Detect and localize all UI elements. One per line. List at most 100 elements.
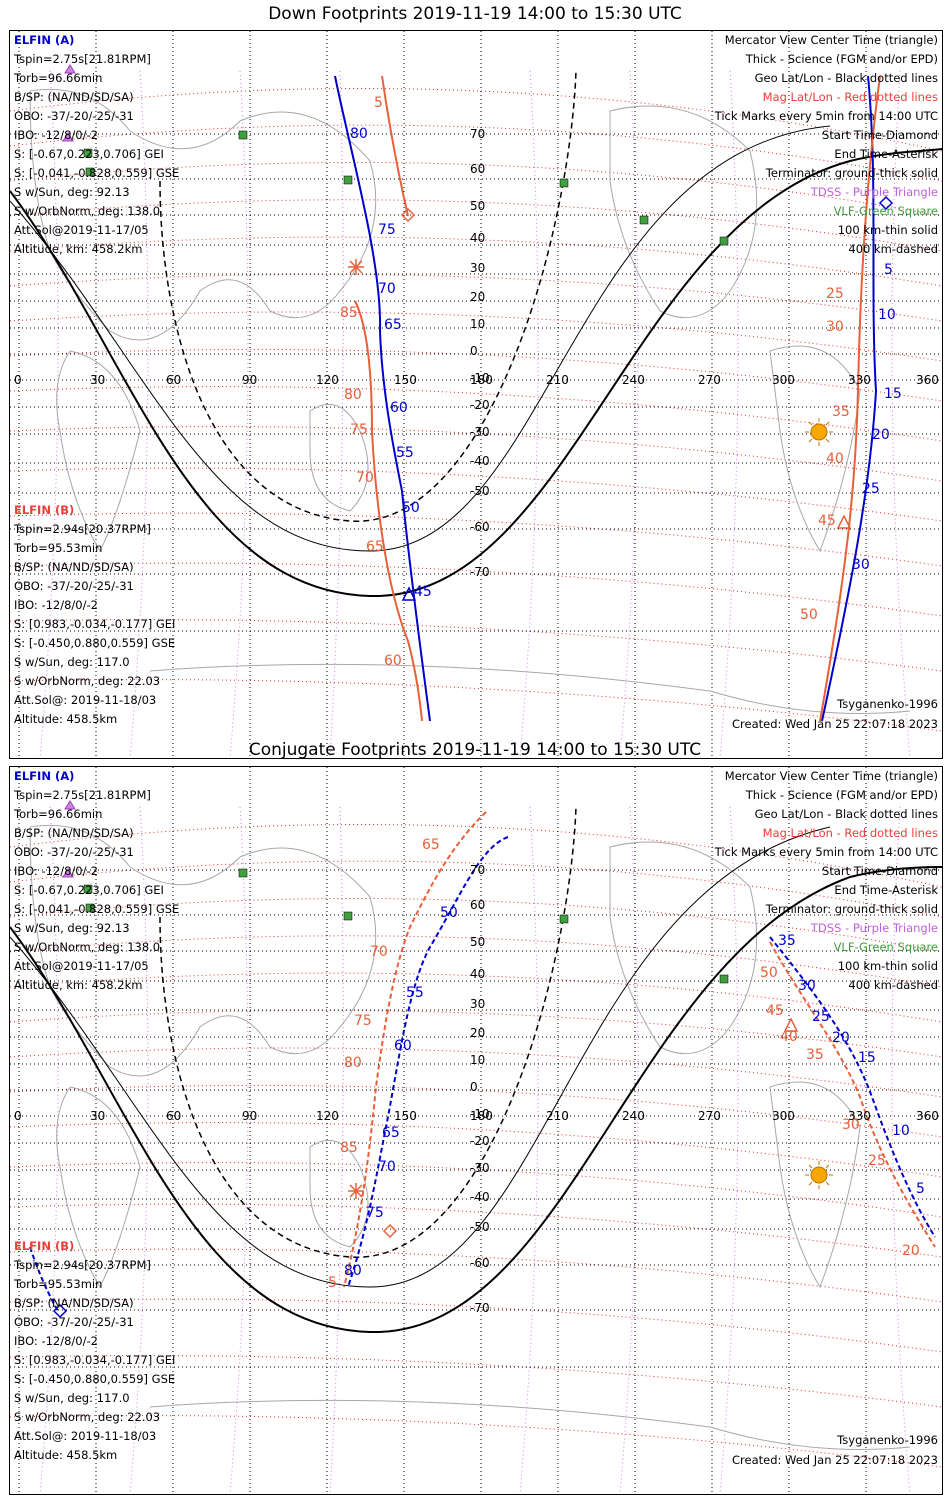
elfin-a-tick-label: 35	[778, 933, 796, 949]
map-svg: 0 30 60 90 120 150 180 210 240 270 300 330 360 70605…	[10, 31, 942, 758]
lat-tick-label: 40	[470, 967, 485, 981]
lat-tick-label: 20	[470, 290, 485, 304]
lon-tick-label: 150	[394, 373, 417, 387]
lat-tick-label: 70	[470, 863, 485, 877]
lat-tick-label: -70	[470, 565, 490, 579]
vlf-square	[343, 175, 353, 185]
elfin-b-tick-label: 60	[384, 653, 402, 669]
elfin-b-track	[354, 75, 423, 722]
lat-tick-label: -70	[470, 1301, 490, 1315]
lat-tick-label: -20	[470, 1134, 490, 1148]
elfin-b-tick-label: 35	[832, 404, 850, 420]
elfin-a-tick-label: 30	[852, 557, 870, 573]
info-line: S: [-0.67,0.223,0.706] GEI	[14, 883, 164, 897]
info-line: S w/OrbNorm, deg: 138.0	[14, 940, 161, 954]
lat-tick-label: -50	[470, 1220, 490, 1234]
lat-tick-label: 30	[470, 997, 485, 1011]
vlf-square	[238, 130, 248, 140]
terminator-ground	[10, 866, 942, 1334]
legend-line: Terminator: ground-thick solid	[765, 902, 938, 916]
terminator-400km	[159, 70, 577, 522]
legend-line: 100 km-thin solid	[837, 223, 938, 237]
model-label: Tsyganenko-1996	[837, 1433, 938, 1447]
vlf-square	[85, 167, 95, 177]
legend-line: Terminator: ground-thick solid	[765, 166, 938, 180]
info-line: Altitude: 458.5km	[14, 712, 118, 726]
legend-line: Tick Marks every 5min from 14:00 UTC	[714, 109, 938, 123]
legend-line: Mag Lat/Lon - Red dotted lines	[762, 90, 938, 104]
elfin-b-tick-label: 30	[826, 319, 844, 335]
elfin-a-tick-label: 55	[396, 445, 414, 461]
elfin-b-start-diamond	[382, 1223, 398, 1239]
info-line: Att.Sol@: 2019-11-18/03	[14, 693, 157, 707]
legend-line: Geo Lat/Lon - Black dotted lines	[754, 807, 938, 821]
elfin-b-tick-label: 80	[344, 387, 362, 403]
terminator-100km	[10, 826, 831, 1288]
lon-tick-label: 180	[470, 1109, 493, 1123]
info-line: Torb=95.53min	[14, 541, 103, 555]
elfin-a-tick-label: 20	[872, 427, 890, 443]
lat-tick-label: 20	[470, 1026, 485, 1040]
lon-tick-label: 270	[698, 373, 721, 387]
elfin-a-tick-label: 80	[344, 1263, 362, 1279]
lat-tick-label: -30	[470, 425, 490, 439]
lon-tick-label: 240	[622, 1109, 645, 1123]
panel-title-down: Down Footprints 2019-11-19 14:00 to 15:3…	[268, 4, 682, 24]
vlf-square	[719, 974, 729, 984]
legend-line: 400 km-dashed	[848, 978, 938, 992]
lon-tick-label: 330	[848, 373, 871, 387]
info-line: Tspin=2.94s[20.37RPM]	[14, 522, 151, 536]
vlf-square	[238, 868, 248, 878]
conjugate-footprints-map: 0 30 60 90 120 150 180 210 240 270 300 330 360 70 60 5…	[9, 766, 943, 1495]
lat-tick-label: 30	[470, 261, 485, 275]
elfin-a-tick-label: 50	[440, 905, 458, 921]
elfin-a-track-left	[29, 1246, 59, 1312]
elfin-a-tick-label: 45	[414, 584, 432, 600]
info-line: Tspin=2.94s[20.37RPM]	[14, 1258, 151, 1272]
legend-line: Tick Marks every 5min from 14:00 UTC	[714, 845, 938, 859]
tdss-triangle	[64, 800, 76, 810]
elfin-b-track-right	[819, 75, 881, 722]
info-line: S: [0.983,-0.034,-0.177] GEI	[14, 1353, 176, 1367]
lat-tick-label: 0	[470, 1080, 478, 1094]
info-line: B/SP: (NA/ND/SD/SA)	[14, 560, 134, 574]
info-line: Altitude: 458.5km	[14, 1448, 118, 1462]
elfin-a-center-triangle	[401, 586, 417, 601]
lat-labels: 70 60 50 40 30 20 10 0 -10 -20 -30 -40 -50 -60 -70	[470, 863, 490, 1315]
info-line: B/SP: (NA/ND/SD/SA)	[14, 826, 134, 840]
elfin-a-tick-label: 75	[378, 222, 396, 238]
lat-tick-label: -60	[470, 1256, 490, 1270]
lat-tick-label: 70	[470, 127, 485, 141]
lon-tick-label: 0	[14, 373, 22, 387]
elfin-b-end-asterisk	[348, 259, 364, 275]
info-line: B/SP: (NA/ND/SD/SA)	[14, 1296, 134, 1310]
elfin-b-tick-label: 40	[826, 451, 844, 467]
info-line: OBO: -37/-20/-25/-31	[14, 1315, 134, 1329]
vlf-square	[343, 911, 353, 921]
info-line: S: [-0.041,-0.828,0.559] GSE	[14, 166, 180, 180]
elfin-a-tick-label: 60	[394, 1038, 412, 1054]
lon-tick-label: 210	[546, 373, 569, 387]
lon-tick-label: 210	[546, 1109, 569, 1123]
elfin-b-tick-label: 65	[422, 837, 440, 853]
legend-line: End Time-Asterisk	[834, 147, 938, 161]
elfin-b-tick-label: 45	[818, 513, 836, 529]
info-line: Att.Sol@: 2019-11-18/03	[14, 1429, 157, 1443]
legend-line: Mercator View Center Time (triangle)	[724, 769, 938, 783]
elfin-b-tick-label: 50	[760, 965, 778, 981]
tdss-triangle	[62, 132, 74, 142]
lon-tick-label: 150	[394, 1109, 417, 1123]
legend-line: Start Time-Diamond	[822, 864, 938, 878]
vlf-square	[83, 884, 93, 894]
panel-title-conjugate: Conjugate Footprints 2019-11-19 14:00 to…	[248, 740, 702, 760]
created-label: Created: Wed Jan 25 22:07:18 2023	[731, 717, 938, 731]
elfin-a-tick-label: 20	[832, 1030, 850, 1046]
lon-tick-label: 60	[166, 373, 181, 387]
legend-line: Thick - Science (FGM and/or EPD)	[745, 52, 938, 66]
vlf-square	[559, 914, 569, 924]
lon-tick-label: 90	[242, 1109, 257, 1123]
lat-tick-label: -10	[470, 1107, 490, 1121]
vlf-square	[719, 236, 729, 246]
elfin-a-header: ELFIN (A)	[14, 769, 75, 783]
elfin-a-tick-label: 65	[384, 317, 402, 333]
